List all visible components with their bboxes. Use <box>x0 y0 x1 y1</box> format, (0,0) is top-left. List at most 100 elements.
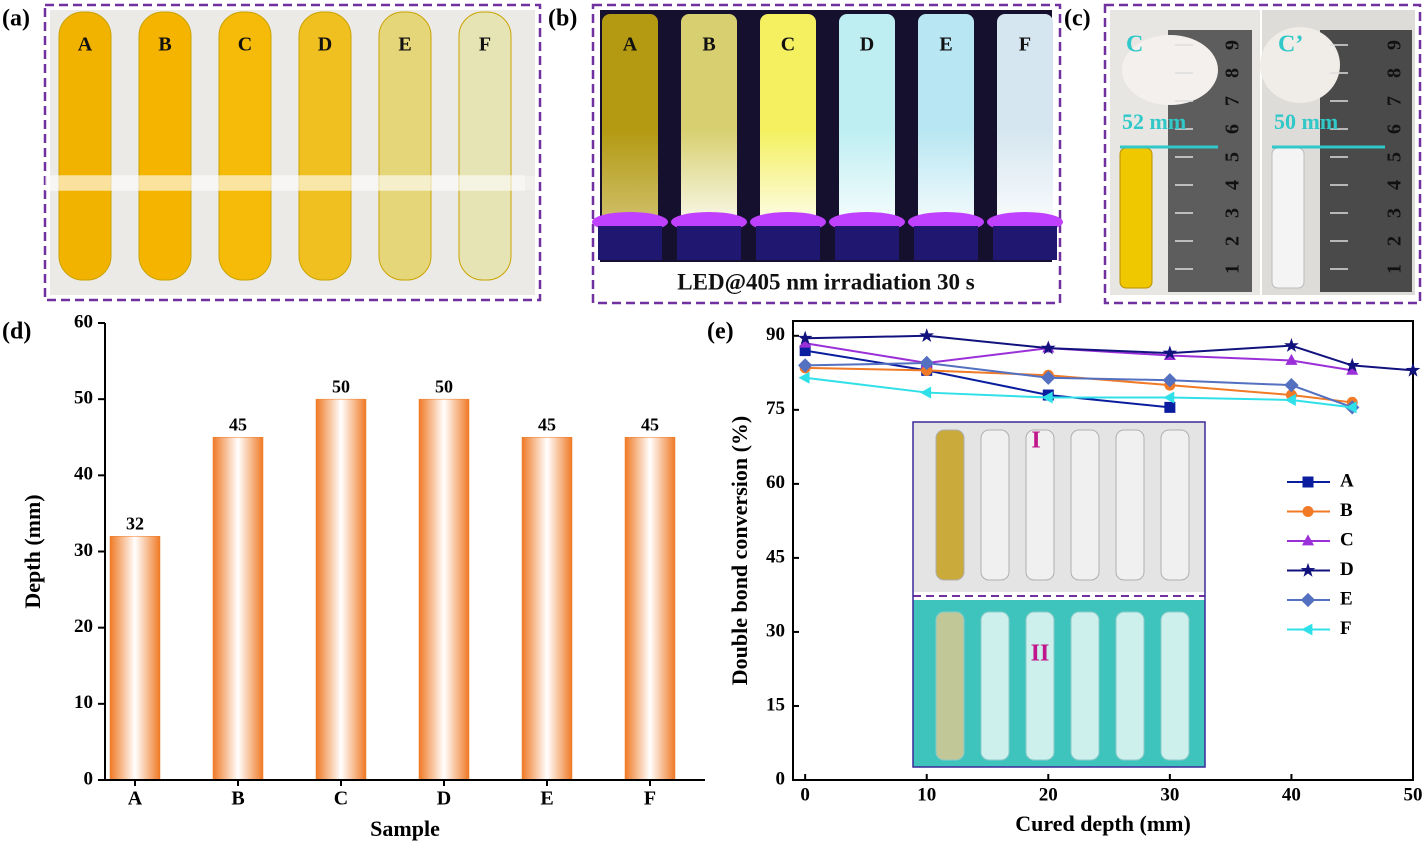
marker <box>797 330 813 345</box>
tube-label: D <box>860 34 874 56</box>
marker <box>1285 353 1298 365</box>
inset-tube <box>1160 429 1190 581</box>
marker <box>921 364 933 376</box>
x-tick-label: 0 <box>800 784 810 805</box>
led-base <box>993 226 1057 260</box>
value-label: 45 <box>538 414 556 434</box>
ruler-label: 4 <box>1222 180 1244 190</box>
ruler-label: 8 <box>1384 68 1406 78</box>
x-tick-label: B <box>231 788 244 810</box>
tube-label: C <box>781 34 795 56</box>
marker <box>1405 362 1421 377</box>
depth-label: 52 mm <box>1122 109 1186 134</box>
tube <box>458 11 512 281</box>
y-tick-label: 0 <box>84 768 94 789</box>
legend-label: D <box>1340 559 1354 580</box>
tube-holder <box>445 175 525 191</box>
tube-label: B <box>158 34 171 56</box>
legend-marker <box>1302 506 1314 517</box>
tube <box>58 11 112 281</box>
ruler-label: 6 <box>1384 124 1406 134</box>
sample-name: C’ <box>1278 32 1303 58</box>
depth-label: 50 mm <box>1274 109 1338 134</box>
legend-label: C <box>1340 529 1354 550</box>
inset-tube <box>1025 429 1055 581</box>
led-base <box>756 226 820 260</box>
marker <box>1040 340 1056 355</box>
tube-glow <box>681 130 737 224</box>
panel-label: (b) <box>548 6 577 32</box>
y-tick-label: 60 <box>766 472 785 493</box>
inset-label: I <box>1031 428 1040 454</box>
y-tick-label: 40 <box>74 464 93 485</box>
tube <box>298 11 352 281</box>
panel-frame <box>43 3 542 302</box>
marker <box>798 358 813 373</box>
marker <box>1164 401 1176 413</box>
tube <box>138 11 192 281</box>
marker <box>1346 363 1359 375</box>
tube <box>378 11 432 281</box>
legend-marker <box>1302 476 1314 488</box>
legend-marker <box>1301 623 1313 636</box>
tube-label: D <box>318 34 332 56</box>
ruler-label: 7 <box>1384 96 1406 106</box>
y-tick-label: 30 <box>74 540 93 561</box>
tube <box>1271 147 1305 289</box>
y-tick-label: 75 <box>766 398 785 419</box>
value-label: 50 <box>332 376 350 396</box>
x-tick-label: C <box>334 788 348 810</box>
tube-label: E <box>398 34 411 56</box>
ruler-label: 9 <box>1222 40 1244 50</box>
ruler-label: 4 <box>1384 180 1406 190</box>
tube-label: E <box>939 34 952 56</box>
marker <box>920 386 932 399</box>
x-tick-label: 10 <box>917 784 936 805</box>
ruler-label: 6 <box>1222 124 1244 134</box>
led-base <box>598 226 662 260</box>
tube-label: C <box>238 34 252 56</box>
ruler-label: 2 <box>1384 236 1406 246</box>
ruler-label: 3 <box>1384 208 1406 218</box>
value-label: 50 <box>435 376 453 396</box>
marker <box>799 345 811 357</box>
tube-glow <box>997 130 1053 224</box>
ruler-label: 2 <box>1222 236 1244 246</box>
ruler-label: 8 <box>1222 68 1244 78</box>
inset-tube <box>1115 611 1145 761</box>
tube <box>218 11 272 281</box>
ruler-label: 1 <box>1222 264 1244 274</box>
panel-label: (e) <box>707 319 734 345</box>
series-line <box>805 361 1353 409</box>
ruler-label: 3 <box>1222 208 1244 218</box>
marker <box>1345 401 1357 414</box>
bar <box>212 437 264 781</box>
x-tick-label: 50 <box>1404 784 1423 805</box>
y-tick-label: 20 <box>74 616 93 637</box>
legend-label: E <box>1340 588 1353 609</box>
tube-holder <box>125 175 205 191</box>
panel-label: (c) <box>1064 6 1091 32</box>
legend-label: B <box>1340 500 1353 521</box>
glove <box>1122 35 1218 105</box>
marker <box>919 328 935 343</box>
series-line <box>805 366 1353 404</box>
legend-label: A <box>1340 470 1354 491</box>
x-axis-title: Sample <box>370 816 440 841</box>
panel-label: (a) <box>2 6 30 32</box>
inset-tube <box>1115 429 1145 581</box>
led-base <box>914 226 978 260</box>
tube-glow <box>760 130 816 224</box>
inset-tube <box>980 611 1010 761</box>
bar <box>109 536 161 781</box>
x-tick-label: F <box>644 788 656 810</box>
bar <box>315 398 367 781</box>
tube-holder <box>205 175 285 191</box>
bar <box>521 437 573 781</box>
x-tick-label: 30 <box>1160 784 1179 805</box>
series-line <box>804 349 1170 409</box>
marker <box>919 355 934 371</box>
tube <box>1119 147 1153 289</box>
value-label: 45 <box>229 414 247 434</box>
